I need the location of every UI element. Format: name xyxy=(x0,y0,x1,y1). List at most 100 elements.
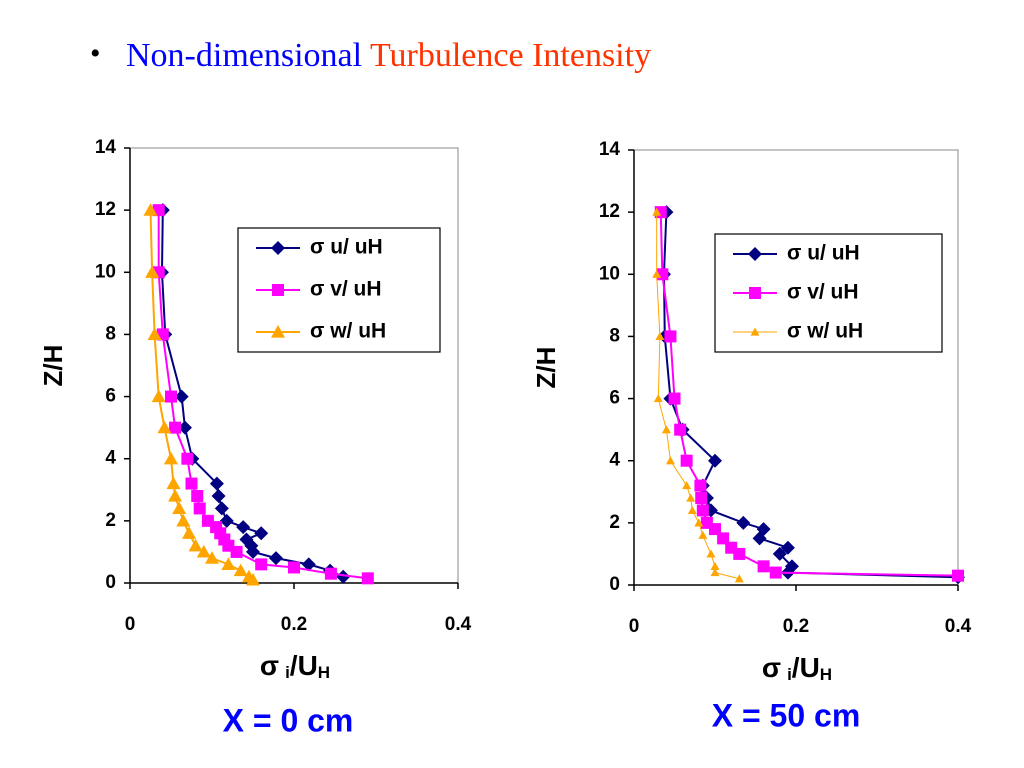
marker xyxy=(680,454,693,467)
marker xyxy=(268,551,283,566)
marker xyxy=(147,327,162,341)
marker xyxy=(324,567,337,580)
marker xyxy=(698,530,708,539)
marker xyxy=(668,392,681,405)
marker xyxy=(191,490,204,502)
x-tick-label: 0.2 xyxy=(783,616,809,637)
marker xyxy=(772,546,787,561)
x-label-part: σ xyxy=(260,650,279,681)
caption: X = 50 cm xyxy=(712,697,861,733)
legend-label: σ w/ uH xyxy=(310,320,386,343)
marker xyxy=(752,531,767,546)
marker xyxy=(696,504,709,517)
y-tick-label: 14 xyxy=(599,139,621,160)
y-tick-label: 12 xyxy=(95,199,116,220)
legend-label: σ v/ uH xyxy=(787,281,859,304)
marker xyxy=(749,287,761,299)
marker xyxy=(661,425,671,434)
marker xyxy=(168,489,183,502)
marker xyxy=(176,513,191,527)
x-label-part: i xyxy=(285,663,290,682)
marker xyxy=(219,513,234,528)
marker xyxy=(165,390,177,403)
marker xyxy=(193,502,206,515)
marker xyxy=(288,561,300,574)
marker xyxy=(271,241,285,255)
series-layer xyxy=(143,203,374,586)
x-label-part: σ xyxy=(762,652,781,683)
marker xyxy=(717,532,730,545)
marker xyxy=(687,505,697,515)
marker xyxy=(694,518,704,527)
x-tick-label: 0 xyxy=(629,616,640,637)
marker xyxy=(361,572,374,585)
y-tick-label: 6 xyxy=(105,386,116,407)
marker xyxy=(196,544,211,558)
x-label-part: /U xyxy=(792,652,820,683)
x-tick-label: 0 xyxy=(125,614,136,635)
marker xyxy=(151,389,166,403)
y-tick-label: 12 xyxy=(599,201,620,222)
marker xyxy=(177,420,192,435)
y-tick-label: 4 xyxy=(105,448,116,469)
marker xyxy=(733,547,746,560)
y-tick-label: 14 xyxy=(95,137,117,158)
marker xyxy=(686,493,696,502)
marker xyxy=(748,247,762,261)
y-tick-label: 8 xyxy=(105,323,116,344)
legend-label: σ u/ uH xyxy=(310,236,383,259)
marker xyxy=(172,501,187,515)
x-label-part: H xyxy=(820,665,832,684)
y-axis-label: Z/H xyxy=(38,345,68,387)
x-tick-label: 0.4 xyxy=(445,614,472,635)
y-tick-label: 4 xyxy=(609,450,620,471)
x-label-part: /U xyxy=(290,650,318,681)
marker xyxy=(301,557,316,572)
x-axis-label: σ i/UH xyxy=(260,650,330,682)
marker xyxy=(145,265,160,278)
marker xyxy=(706,549,716,558)
legend-label: σ w/ uH xyxy=(787,320,863,343)
marker xyxy=(709,523,721,536)
marker xyxy=(230,545,243,558)
marker xyxy=(143,203,158,216)
y-tick-label: 0 xyxy=(105,572,116,593)
marker xyxy=(174,389,189,404)
marker xyxy=(188,538,203,552)
x-tick-label: 0.2 xyxy=(281,614,307,635)
marker xyxy=(652,207,662,216)
plot-frame xyxy=(129,147,459,584)
plot-frame xyxy=(633,149,959,586)
marker xyxy=(665,456,675,465)
marker xyxy=(236,520,251,535)
marker xyxy=(271,325,285,338)
marker xyxy=(780,540,795,555)
legend-label: σ v/ uH xyxy=(310,278,382,301)
marker xyxy=(185,477,198,490)
marker xyxy=(682,481,692,490)
marker xyxy=(255,558,268,571)
y-tick-label: 0 xyxy=(609,574,620,595)
y-tick-label: 8 xyxy=(609,325,620,346)
marker xyxy=(708,453,722,468)
marker xyxy=(246,572,260,586)
marker xyxy=(664,330,677,343)
title-part: Non-dimensional xyxy=(126,37,362,74)
marker xyxy=(209,476,224,491)
x-label-part: i xyxy=(787,665,792,684)
title-part: Turbulence Intensity xyxy=(370,37,651,74)
y-tick-label: 10 xyxy=(95,261,116,282)
marker xyxy=(757,560,770,573)
marker xyxy=(655,331,665,341)
marker xyxy=(272,284,284,296)
marker xyxy=(221,557,236,570)
marker xyxy=(952,569,964,582)
y-axis-label: Z/H xyxy=(531,347,561,389)
marker xyxy=(750,327,760,336)
marker xyxy=(233,563,248,577)
marker xyxy=(336,569,351,584)
marker xyxy=(695,492,708,504)
marker xyxy=(211,489,226,503)
y-tick-label: 6 xyxy=(609,388,620,409)
